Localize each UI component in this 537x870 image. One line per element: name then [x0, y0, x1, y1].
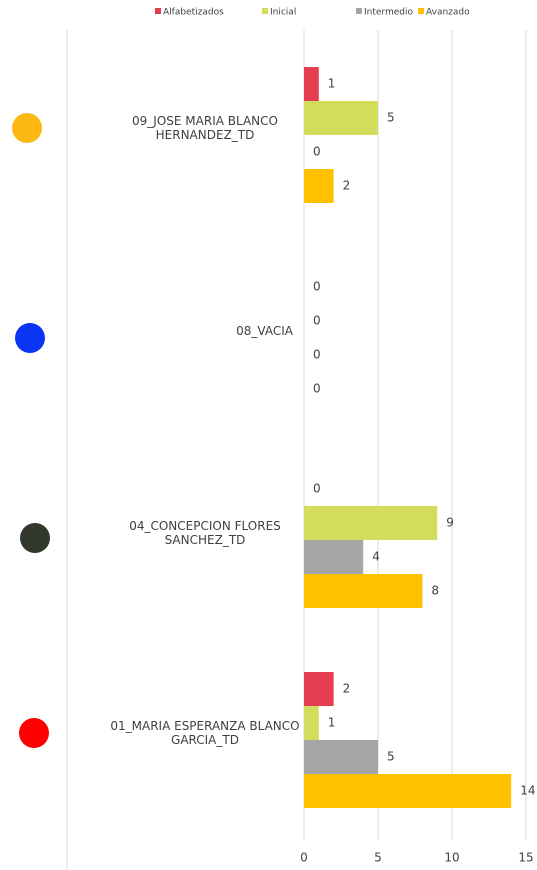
legend-swatch — [155, 8, 161, 14]
data-label: 2 — [343, 179, 351, 193]
data-label: 0 — [313, 382, 321, 396]
legend-label: Intermedio — [364, 8, 413, 18]
legend-label: Avanzado — [426, 8, 470, 18]
bar — [304, 169, 334, 203]
status-dot — [12, 113, 42, 143]
bar — [304, 540, 364, 574]
category-label: 09_JOSE MARIA BLANCO HERNANDEZ_TD — [132, 114, 278, 142]
legend-swatch — [418, 8, 424, 14]
data-label: 1 — [328, 716, 336, 730]
data-label: 2 — [343, 682, 351, 696]
x-tick-label: 10 — [444, 851, 459, 865]
data-label: 5 — [387, 750, 395, 764]
data-label: 5 — [387, 111, 395, 125]
category-label: 01_MARIA ESPERANZA BLANCO GARCIA_TD — [110, 719, 299, 747]
status-dot — [19, 718, 49, 748]
category-label: 08_VACIA — [236, 324, 294, 338]
bar — [304, 740, 378, 774]
data-label: 0 — [313, 280, 321, 294]
data-label: 4 — [372, 550, 380, 564]
bar — [304, 67, 319, 101]
x-tick-label: 15 — [518, 851, 533, 865]
data-label: 9 — [446, 516, 454, 530]
data-label: 8 — [431, 584, 439, 598]
bar — [304, 672, 334, 706]
legend-label: Alfabetizados — [163, 8, 224, 18]
data-label: 0 — [313, 314, 321, 328]
x-tick-label: 0 — [300, 851, 308, 865]
category-label: 04_CONCEPCION FLORES SANCHEZ_TD — [129, 519, 281, 547]
bar — [304, 101, 378, 135]
legend-swatch — [262, 8, 268, 14]
status-dot — [20, 523, 50, 553]
data-label: 14 — [520, 784, 535, 798]
bar — [304, 706, 319, 740]
data-label: 0 — [313, 348, 321, 362]
data-label: 0 — [313, 482, 321, 496]
data-label: 0 — [313, 145, 321, 159]
bar — [304, 574, 423, 608]
legend-label: Inicial — [270, 8, 296, 18]
legend-swatch — [356, 8, 362, 14]
bar — [304, 774, 512, 808]
data-label: 1 — [328, 77, 336, 91]
status-dot — [15, 323, 45, 353]
bar — [304, 506, 438, 540]
x-tick-label: 5 — [374, 851, 382, 865]
